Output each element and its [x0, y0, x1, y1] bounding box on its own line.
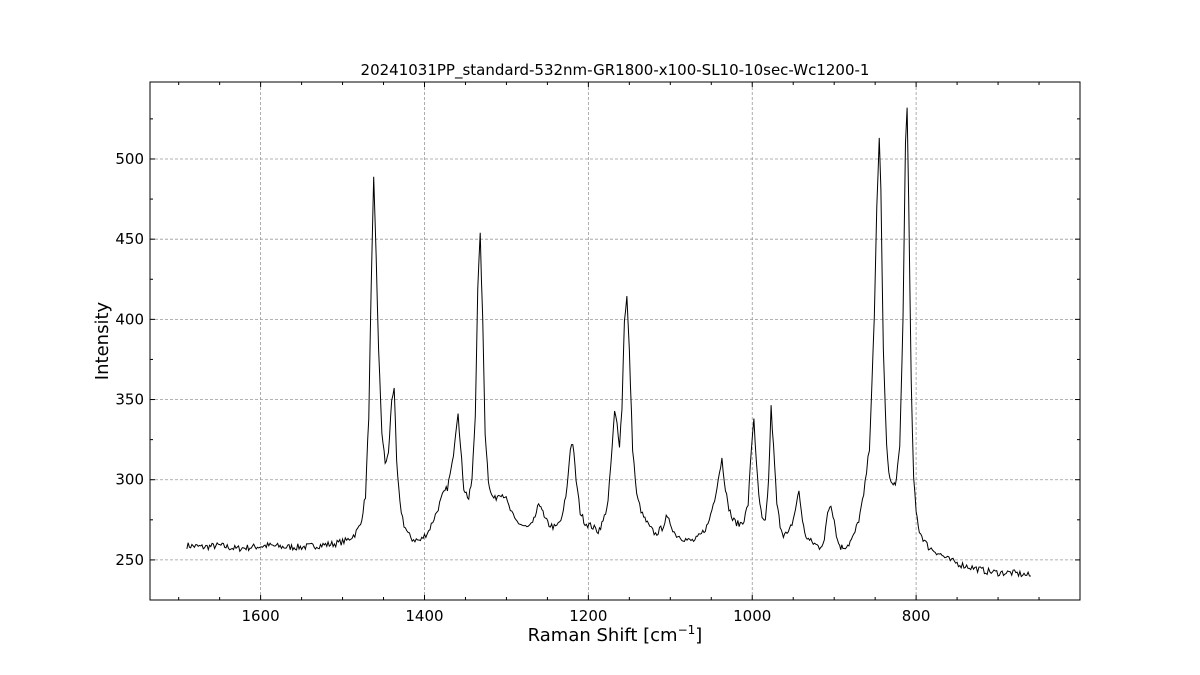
- spectrum-line: [186, 107, 1031, 578]
- x-tick-label: 1200: [569, 607, 607, 625]
- x-axis-label: Raman Shift [cm−1]: [528, 623, 703, 646]
- chart-title: 20241031PP_standard-532nm-GR1800-x100-SL…: [361, 61, 870, 80]
- y-tick-label: 250: [115, 551, 144, 569]
- y-tick-label: 400: [115, 310, 144, 328]
- y-tick-label: 300: [115, 471, 144, 489]
- x-tick-label: 800: [902, 607, 931, 625]
- y-axis-label: Intensity: [92, 301, 113, 380]
- x-axis-label-text: Raman Shift [cm: [528, 625, 678, 646]
- x-tick-label: 1400: [405, 607, 443, 625]
- y-tick-label: 450: [115, 230, 144, 248]
- grid-layer: [150, 82, 1080, 600]
- series-layer: [186, 107, 1031, 578]
- plot-frame: [149, 81, 1081, 601]
- ticks-layer: 1600 1400 1200 1000 800 250 300 350 400 450 500: [115, 82, 1080, 625]
- x-axis-label-superscript: −1: [678, 623, 696, 637]
- y-tick-label: 500: [115, 150, 144, 168]
- x-axis-label-close: ]: [695, 625, 702, 646]
- x-tick-label: 1000: [733, 607, 771, 625]
- y-tick-label: 350: [115, 391, 144, 409]
- x-tick-label: 1600: [242, 607, 280, 625]
